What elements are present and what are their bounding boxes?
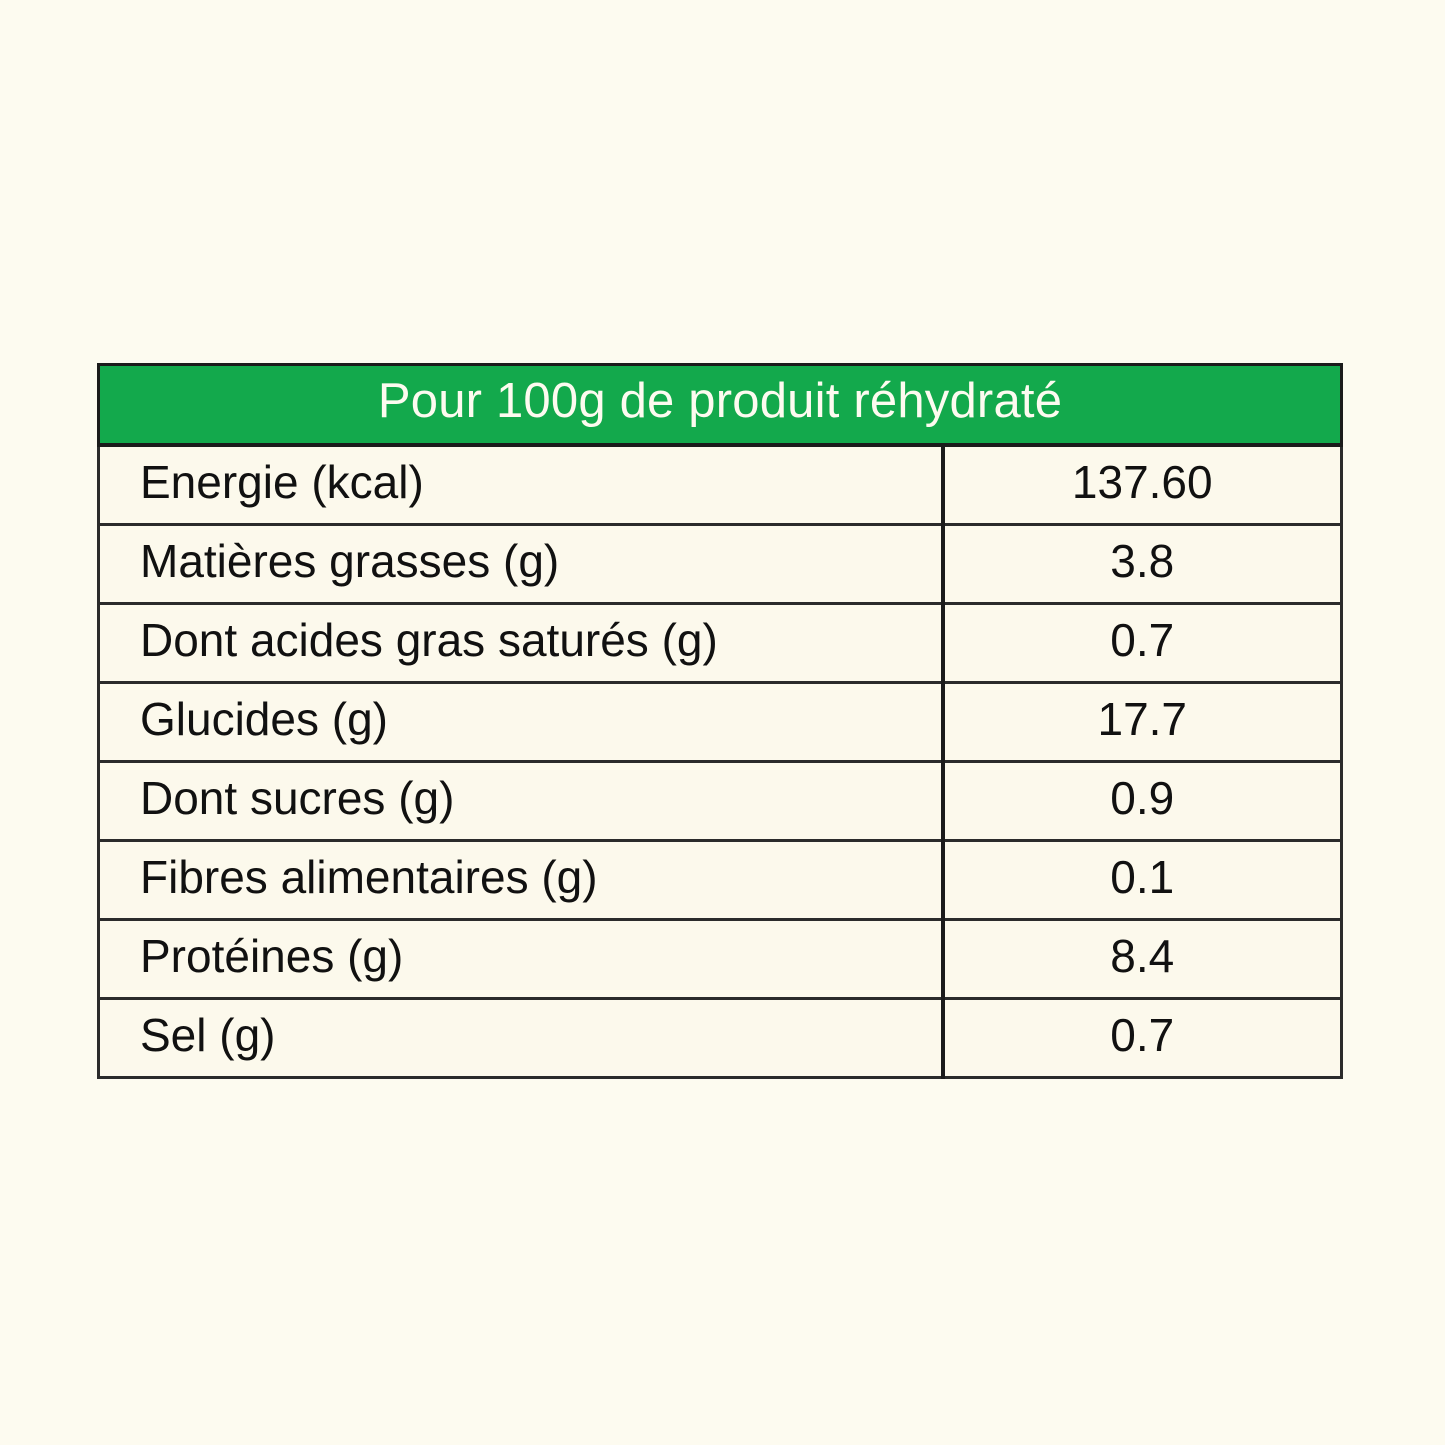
table-row: Energie (kcal) 137.60	[97, 445, 1344, 526]
nutrient-label: Protéines (g)	[97, 919, 945, 1000]
nutrient-value: 17.7	[940, 682, 1344, 763]
nutrient-value: 8.4	[940, 919, 1344, 1000]
nutrient-label: Fibres alimentaires (g)	[97, 840, 945, 921]
table-head: Pour 100g de produit réhydraté	[96, 363, 1344, 447]
nutrient-label: Sel (g)	[97, 998, 945, 1079]
table-header-row: Pour 100g de produit réhydraté	[96, 363, 1344, 447]
nutrition-facts-table: Pour 100g de produit réhydraté Energie (…	[96, 363, 1344, 1079]
table-header-title: Pour 100g de produit réhydraté	[96, 363, 1344, 447]
nutrient-label: Energie (kcal)	[97, 445, 945, 526]
table-row: Fibres alimentaires (g) 0.1	[97, 840, 1344, 921]
table-row: Matières grasses (g) 3.8	[97, 524, 1344, 605]
table-row: Dont acides gras saturés (g) 0.7	[97, 603, 1344, 684]
nutrient-value: 3.8	[940, 524, 1344, 605]
nutrient-label: Matières grasses (g)	[97, 524, 945, 605]
table-row: Protéines (g) 8.4	[97, 919, 1344, 1000]
nutrient-value: 0.1	[940, 840, 1344, 921]
nutrient-value: 0.9	[940, 761, 1344, 842]
nutrient-label: Dont sucres (g)	[97, 761, 945, 842]
table-row: Glucides (g) 17.7	[97, 682, 1344, 763]
nutrient-value: 0.7	[940, 998, 1344, 1079]
nutrient-label: Glucides (g)	[97, 682, 945, 763]
nutrient-label: Dont acides gras saturés (g)	[97, 603, 945, 684]
table-row: Sel (g) 0.7	[97, 998, 1344, 1079]
nutrient-value: 137.60	[940, 445, 1344, 526]
table-body: Energie (kcal) 137.60 Matières grasses (…	[97, 445, 1344, 1079]
table-row: Dont sucres (g) 0.9	[97, 761, 1344, 842]
nutrient-value: 0.7	[940, 603, 1344, 684]
